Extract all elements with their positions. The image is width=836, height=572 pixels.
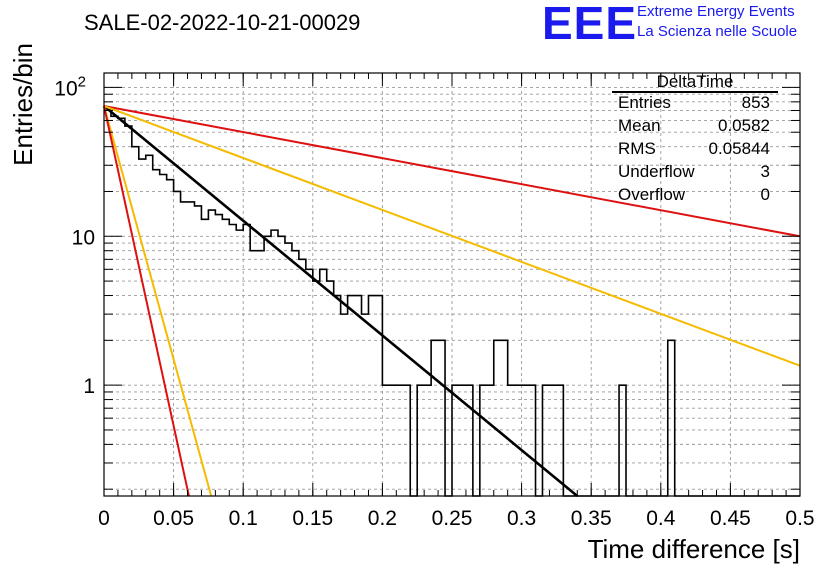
- x-tick-label: 0.1: [229, 507, 258, 530]
- axis-ticks: 0 0.05 0.1 0.15 0.2 0.25 0.3 0.35 0.4 0.45 0.5 1 10 1…: [54, 73, 815, 530]
- x-tick-label: 0.5: [785, 507, 814, 530]
- stats-key: Underflow: [618, 162, 695, 181]
- x-tick-label: 0.15: [292, 507, 333, 530]
- grid-lines: [104, 73, 800, 496]
- stats-title: DeltaTime: [656, 72, 734, 91]
- fit-curves: [103, 105, 801, 498]
- stats-divider: [612, 91, 778, 93]
- eee-logo: EEE Extreme Energy Events La Scienza nel…: [542, 0, 832, 49]
- y-tick-label: 102: [54, 73, 86, 100]
- y-tick-label: 10: [72, 226, 95, 249]
- x-tick-label: 0.45: [710, 507, 751, 530]
- x-tick-label: 0.05: [153, 507, 194, 530]
- x-tick-label: 0.4: [646, 507, 676, 530]
- run-title: SALE-02-2022-10-21-00029: [84, 10, 361, 35]
- stats-row-underflow: Underflow 3: [618, 162, 770, 184]
- stats-key: Overflow: [618, 185, 686, 204]
- x-axis-title: Time difference [s]: [588, 534, 800, 564]
- x-tick-label: 0.35: [571, 507, 612, 530]
- stats-row-mean: Mean 0.0582: [618, 116, 770, 138]
- stats-row-entries: Entries 853: [618, 93, 770, 115]
- axis-labels: Time difference [s] Entries/bin: [8, 43, 800, 564]
- y-axis-title: Entries/bin: [8, 43, 38, 166]
- logo-line-2: La Scienza nelle Scuole: [637, 23, 798, 40]
- fit-curve-2: [103, 105, 801, 367]
- stats-key: Mean: [618, 116, 661, 135]
- stats-key: Entries: [618, 93, 671, 112]
- stats-value: 0: [760, 185, 770, 204]
- y-tick-label: 1: [83, 375, 95, 398]
- stats-key: RMS: [618, 139, 656, 158]
- logo-line-1: Extreme Energy Events: [637, 3, 795, 20]
- y-tick-exponent: 2: [78, 73, 86, 90]
- logo-mark: EEE: [542, 0, 638, 49]
- x-tick-label: 0.3: [507, 507, 536, 530]
- x-tick-label: 0: [98, 507, 110, 530]
- fit-curve-4: [103, 105, 190, 497]
- stats-value: 0.05844: [708, 139, 770, 158]
- stats-value: 853: [741, 93, 770, 112]
- stats-value: 0.0582: [718, 116, 770, 135]
- fit-curve-1: [103, 105, 801, 238]
- fit-curve-0: [103, 105, 579, 498]
- stats-row-overflow: Overflow 0: [618, 185, 770, 207]
- stats-row-rms: RMS 0.05844: [618, 139, 770, 161]
- x-tick-label: 0.25: [432, 507, 473, 530]
- stats-value: 3: [760, 162, 770, 181]
- x-tick-label: 0.2: [368, 507, 397, 530]
- fit-curve-3: [103, 105, 213, 497]
- stats-box: DeltaTime Entries 853 Mean 0.0582 RMS 0.…: [610, 72, 780, 206]
